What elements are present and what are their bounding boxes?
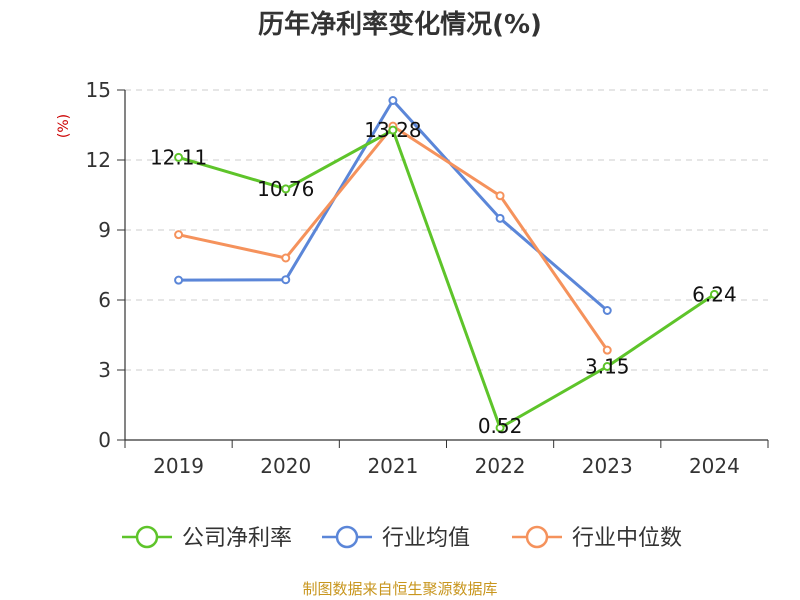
data-point [174, 275, 184, 285]
data-point [602, 345, 612, 355]
y-tick-label: 15 [86, 78, 111, 102]
y-tick-label: 3 [98, 358, 111, 382]
series-points [174, 96, 719, 433]
data-point [281, 253, 291, 263]
data-point [388, 96, 398, 105]
data-point [495, 213, 505, 223]
series-lines [178, 99, 716, 430]
data-labels: 12.11 10.76 13.28 0.52 3.15 6.24 [150, 118, 737, 438]
y-tick-label: 9 [98, 218, 111, 242]
legend-swatch-marker [335, 525, 359, 549]
x-tick-label: 2023 [582, 454, 633, 478]
data-label: 12.11 [150, 145, 207, 169]
legend-swatch-marker [525, 525, 549, 549]
source-note: 制图数据来自恒生聚源数据库 [302, 580, 497, 598]
axes: 0 3 6 9 12 15 2019 2020 2021 2022 2023 2024 [86, 78, 769, 478]
x-tick-label: 2021 [367, 454, 418, 478]
gridlines [125, 89, 768, 371]
x-tick-label: 2019 [153, 454, 204, 478]
data-label: 3.15 [585, 355, 630, 379]
legend-label: 公司净利率 [182, 526, 292, 551]
data-label: 6.24 [692, 282, 737, 306]
series-line-0 [178, 128, 716, 430]
data-point [495, 423, 505, 433]
y-tick-label: 0 [98, 428, 111, 452]
data-point [495, 191, 505, 201]
data-point [281, 184, 291, 194]
data-label: 0.52 [478, 414, 523, 438]
data-point [602, 362, 612, 371]
x-tick-label: 2020 [260, 454, 311, 478]
x-tick-label: 2024 [689, 454, 740, 478]
legend: 公司净利率 行业均值 行业中位数 [122, 525, 682, 551]
data-point [281, 275, 291, 285]
legend-label: 行业中位数 [572, 526, 682, 551]
chart-title: 历年净利率变化情况(%) [258, 9, 542, 40]
legend-swatch-marker [135, 525, 159, 549]
y-tick-label: 6 [98, 288, 111, 312]
data-label: 10.76 [257, 177, 314, 201]
y-axis-label: (%) [56, 114, 72, 138]
data-label: 13.28 [364, 118, 421, 142]
legend-label: 行业均值 [382, 526, 470, 551]
data-point [602, 306, 612, 315]
data-point [174, 230, 184, 240]
x-tick-label: 2022 [475, 454, 526, 478]
data-point [174, 152, 184, 162]
y-tick-label: 12 [86, 148, 111, 172]
data-point [709, 289, 719, 299]
data-point [388, 125, 398, 135]
